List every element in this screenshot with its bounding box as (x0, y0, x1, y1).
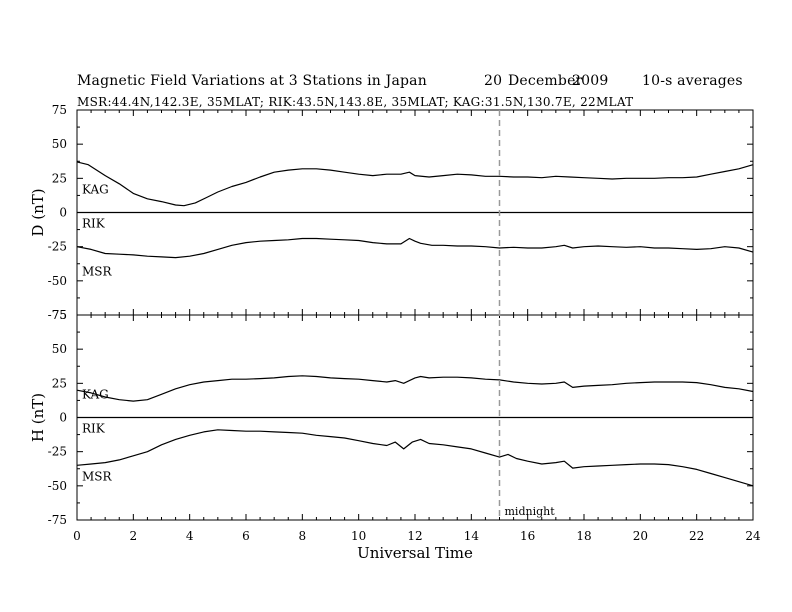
x-tick-label: 22 (689, 529, 704, 543)
x-tick-label: 16 (520, 529, 535, 543)
x-tick-label: 6 (242, 529, 250, 543)
x-axis-label: Universal Time (357, 544, 473, 562)
y-tick-label-D: 0 (59, 206, 67, 220)
x-tick-label: 14 (464, 529, 480, 543)
y-tick-label-H: 0 (59, 411, 67, 425)
x-tick-label: 2 (130, 529, 138, 543)
y-tick-label-D: -75 (48, 308, 67, 322)
y-tick-label-H: -25 (48, 445, 67, 459)
series-label-kag-H: KAG (82, 387, 109, 401)
series-label-msr-H: MSR (82, 469, 113, 483)
y-tick-label-D: 25 (52, 171, 67, 185)
date-month: December (508, 73, 583, 89)
y-tick-label-D: 75 (52, 103, 67, 117)
series-line-kag-D (76, 161, 754, 207)
series-line-kag-H (76, 375, 754, 402)
y-tick-label-H: -75 (48, 513, 67, 527)
x-tick-label: 18 (576, 529, 591, 543)
date-day: 20 (484, 73, 503, 89)
y-tick-label-D: -25 (48, 240, 67, 254)
chart-title: Magnetic Field Variations at 3 Stations … (77, 73, 427, 89)
y-tick-label-H: 75 (52, 308, 67, 322)
series-label-msr-D: MSR (82, 264, 113, 278)
y-tick-label-H: 50 (52, 342, 67, 356)
y-axis-label-D: D (nT) (29, 188, 47, 236)
y-tick-label-H: 25 (52, 376, 67, 390)
x-tick-label: 8 (299, 529, 307, 543)
y-tick-label-H: -50 (48, 479, 67, 493)
series-line-msr-D (76, 237, 754, 259)
x-tick-label: 20 (633, 529, 648, 543)
series-label-kag-D: KAG (82, 182, 109, 196)
series-label-rik-D: RIK (82, 216, 106, 230)
x-tick-label: 0 (73, 529, 81, 543)
y-tick-label-D: -50 (48, 274, 67, 288)
x-tick-label: 10 (351, 529, 366, 543)
series-label-rik-H: RIK (82, 421, 106, 435)
x-tick-label: 24 (745, 529, 761, 543)
date-year: 2009 (572, 73, 609, 89)
x-tick-label: 12 (407, 529, 422, 543)
y-tick-label-D: 50 (52, 137, 67, 151)
averaging-label: 10-s averages (642, 73, 743, 89)
x-tick-label: 4 (186, 529, 194, 543)
series-line-msr-H (76, 429, 754, 487)
station-list: MSR:44.4N,142.3E, 35MLAT; RIK:43.5N,143.… (77, 95, 634, 109)
midnight-label: midnight (505, 505, 556, 518)
y-axis-label-H: H (nT) (29, 393, 47, 442)
